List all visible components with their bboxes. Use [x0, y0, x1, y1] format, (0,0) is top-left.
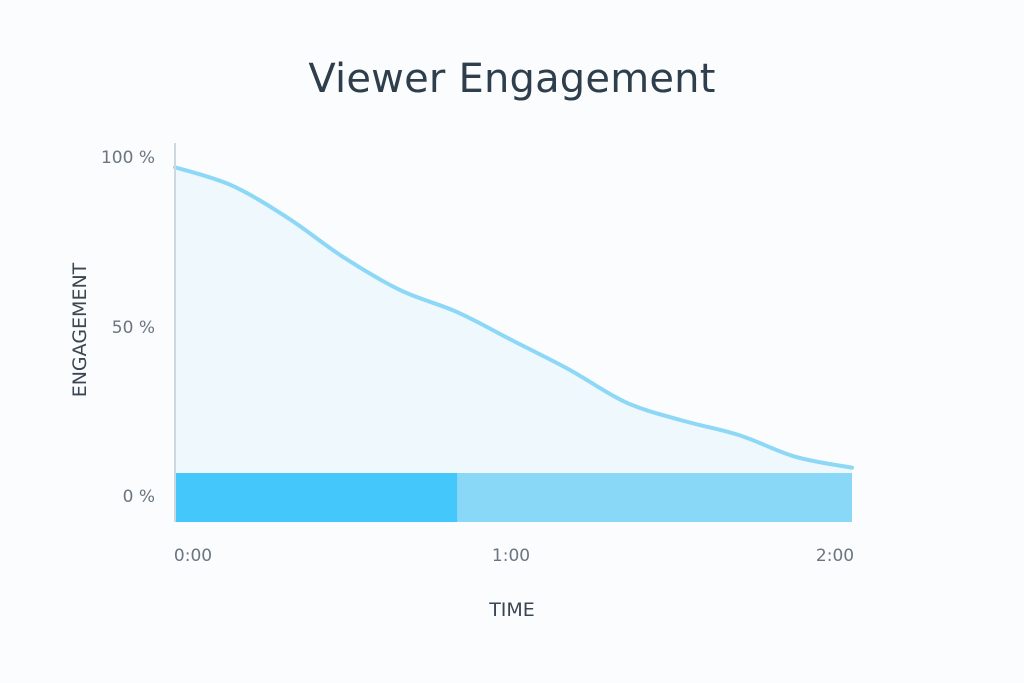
engagement-area [175, 167, 852, 523]
x-tick-label-1: 1:00 [492, 546, 530, 566]
y-axis-title: ENGAGEMENT [69, 262, 91, 397]
chart-title: Viewer Engagement [308, 56, 716, 102]
y-tick-label-100: 100 % [101, 148, 155, 168]
progress-bar-watched[interactable] [175, 473, 458, 522]
x-axis-title: TIME [488, 599, 535, 621]
y-tick-label-0: 0 % [123, 487, 155, 507]
x-tick-label-2: 2:00 [816, 546, 854, 566]
x-tick-label-0: 0:00 [174, 546, 212, 566]
engagement-line [173, 165, 854, 470]
y-tick-label-50: 50 % [112, 318, 155, 338]
